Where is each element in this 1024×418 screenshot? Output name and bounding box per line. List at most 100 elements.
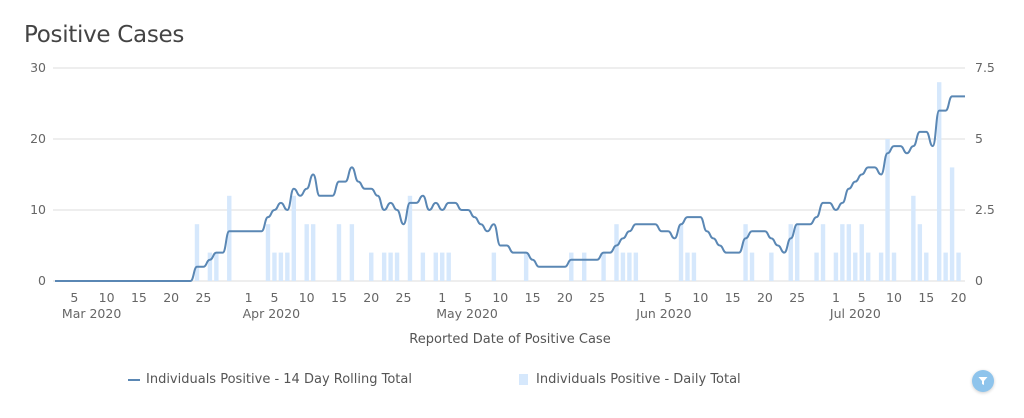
y-left-tick-label: 30	[30, 60, 46, 75]
daily-bar	[769, 252, 774, 281]
x-month-label: Jun 2020	[635, 306, 691, 321]
daily-bar	[936, 82, 942, 281]
daily-bar	[820, 224, 826, 281]
daily-bar	[865, 252, 871, 281]
x-tick-label: 10	[299, 290, 315, 305]
x-tick-label: 10	[492, 290, 508, 305]
legend-item-daily[interactable]: Individuals Positive - Daily Total	[519, 372, 741, 387]
legend-item-rolling[interactable]: Individuals Positive - 14 Day Rolling To…	[128, 372, 412, 387]
y-left-tick-label: 20	[30, 131, 46, 146]
filter-button[interactable]	[972, 370, 994, 392]
daily-bar	[272, 252, 277, 281]
x-axis-title: Reported Date of Positive Case	[409, 332, 610, 347]
y-right-tick-label: 0	[975, 273, 983, 288]
daily-bar	[304, 224, 309, 281]
daily-bar	[833, 252, 839, 281]
x-tick-label: 20	[757, 290, 773, 305]
daily-bar	[614, 224, 619, 281]
daily-bar	[840, 224, 845, 281]
x-month-label: Apr 2020	[243, 306, 300, 321]
x-tick-label: 15	[131, 290, 147, 305]
daily-bar	[388, 252, 393, 281]
daily-bar	[846, 224, 852, 281]
daily-bar	[878, 252, 884, 281]
x-tick-label: 5	[858, 290, 866, 305]
legend-label-daily: Individuals Positive - Daily Total	[536, 372, 741, 387]
y-left-tick-label: 10	[30, 202, 46, 217]
daily-bar	[285, 252, 290, 281]
daily-bar	[691, 252, 697, 281]
x-tick-label: 1	[832, 290, 840, 305]
x-tick-label: 1	[245, 290, 253, 305]
rolling-total-line	[55, 95, 965, 282]
legend-label-rolling: Individuals Positive - 14 Day Rolling To…	[146, 372, 412, 387]
daily-bar	[227, 195, 232, 281]
x-tick-label: 20	[363, 290, 379, 305]
x-tick-label: 25	[589, 290, 605, 305]
daily-bar	[685, 252, 690, 281]
daily-bar	[627, 252, 632, 281]
daily-bar	[407, 195, 413, 281]
daily-bar	[291, 195, 296, 281]
x-tick-label: 10	[886, 290, 902, 305]
daily-bar	[794, 224, 800, 281]
daily-bar	[265, 224, 271, 281]
x-tick-label: 15	[918, 290, 934, 305]
x-tick-label: 15	[525, 290, 541, 305]
y-right-tick-label: 7.5	[975, 60, 995, 75]
x-month-label: May 2020	[436, 306, 498, 321]
y-right-tick-label: 2.5	[975, 202, 995, 217]
daily-bar	[194, 224, 200, 281]
legend: Individuals Positive - 14 Day Rolling To…	[0, 370, 1024, 390]
daily-bar	[349, 224, 355, 281]
daily-bar	[278, 252, 284, 281]
daily-bar	[394, 252, 400, 281]
daily-bar	[620, 252, 626, 281]
daily-bar	[446, 252, 451, 281]
daily-bar	[853, 252, 858, 281]
daily-bar	[924, 252, 929, 281]
daily-bar	[582, 252, 587, 281]
daily-bar	[420, 252, 426, 281]
daily-bar	[859, 224, 864, 281]
daily-bar	[601, 252, 606, 281]
x-tick-label: 15	[725, 290, 741, 305]
x-tick-label: 5	[464, 290, 472, 305]
x-tick-label: 5	[664, 290, 672, 305]
daily-bar	[814, 252, 819, 281]
daily-bar	[633, 252, 639, 281]
daily-bar	[891, 252, 897, 281]
filter-icon	[978, 377, 988, 385]
x-tick-label: 20	[951, 290, 967, 305]
line-swatch-icon	[128, 378, 140, 381]
daily-bar	[678, 224, 684, 281]
x-tick-label: 25	[195, 290, 211, 305]
daily-bar	[788, 224, 793, 281]
x-tick-label: 20	[557, 290, 573, 305]
daily-bar	[207, 252, 213, 281]
x-tick-label: 10	[99, 290, 115, 305]
daily-bar	[491, 252, 497, 281]
y-right-tick-label: 5	[975, 131, 983, 146]
daily-bar	[433, 252, 438, 281]
chart-title: Positive Cases	[24, 22, 185, 48]
daily-bar	[743, 224, 748, 281]
daily-bar	[523, 252, 529, 281]
x-tick-label: 5	[270, 290, 278, 305]
daily-bar	[911, 195, 916, 281]
x-tick-label: 5	[70, 290, 78, 305]
daily-bar	[943, 252, 948, 281]
x-tick-label: 1	[438, 290, 446, 305]
daily-bar	[569, 252, 574, 281]
x-month-label: Jul 2020	[829, 306, 881, 321]
daily-bar	[369, 252, 374, 281]
daily-bar	[310, 224, 316, 281]
daily-bar	[214, 252, 219, 281]
bar-swatch-icon	[519, 374, 528, 385]
x-tick-label: 25	[396, 290, 412, 305]
daily-bar	[885, 139, 890, 281]
x-tick-label: 20	[163, 290, 179, 305]
daily-bar	[749, 252, 755, 281]
